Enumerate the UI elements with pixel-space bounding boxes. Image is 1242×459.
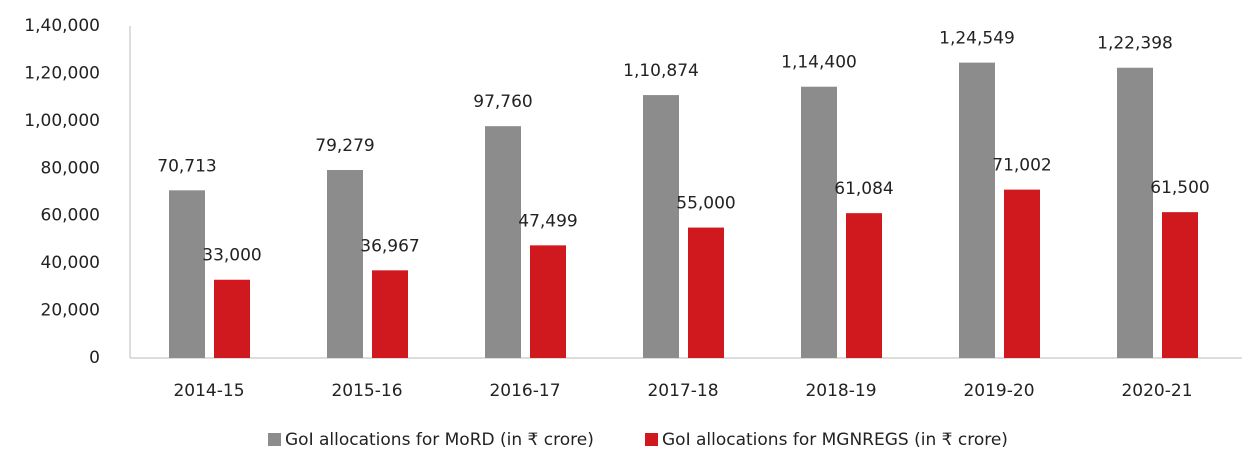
bar: [1162, 212, 1198, 358]
data-label: 47,499: [518, 211, 577, 231]
x-tick-label: 2014-15: [173, 381, 244, 401]
data-label: 1,24,549: [939, 29, 1015, 49]
bar: [1117, 67, 1153, 358]
bar: [846, 213, 882, 358]
x-tick-label: 2016-17: [489, 381, 560, 401]
legend-swatch: [645, 433, 658, 446]
data-label: 1,14,400: [781, 53, 857, 73]
x-tick-label: 2017-18: [647, 381, 718, 401]
data-label: 1,10,874: [623, 61, 699, 81]
data-label: 36,967: [360, 236, 419, 256]
y-tick-label: 20,000: [41, 301, 100, 321]
y-tick-label: 80,000: [41, 158, 100, 178]
data-label: 61,084: [834, 179, 893, 199]
y-tick-label: 60,000: [41, 206, 100, 226]
bar: [959, 62, 995, 359]
x-tick-label: 2020-21: [1121, 381, 1192, 401]
y-tick-label: 0: [89, 348, 100, 368]
x-tick-label: 2018-19: [805, 381, 876, 401]
y-tick-label: 40,000: [41, 253, 100, 273]
x-tick-label: 2019-20: [963, 381, 1034, 401]
bar: [530, 245, 566, 358]
legend-label: GoI allocations for MoRD (in ₹ crore): [285, 430, 594, 450]
data-label: 79,279: [315, 136, 374, 156]
legend-label: GoI allocations for MGNREGS (in ₹ crore): [662, 430, 1008, 450]
bar: [801, 86, 837, 359]
data-label: 70,713: [157, 156, 216, 176]
data-label: 97,760: [473, 92, 532, 112]
bar: [214, 279, 250, 358]
bar: [643, 95, 679, 359]
x-tick-label: 2015-16: [331, 381, 402, 401]
bar: [1004, 189, 1040, 358]
bar: [485, 126, 521, 358]
data-label: 33,000: [202, 246, 261, 266]
bar: [327, 169, 363, 358]
data-label: 71,002: [992, 156, 1051, 176]
y-tick-label: 1,40,000: [24, 16, 100, 36]
y-tick-label: 1,20,000: [24, 63, 100, 83]
data-label: 1,22,398: [1097, 34, 1173, 54]
y-tick-label: 1,00,000: [24, 111, 100, 131]
data-label: 55,000: [676, 194, 735, 214]
legend-swatch: [268, 433, 281, 446]
bar: [372, 270, 408, 358]
bar: [169, 190, 205, 358]
bar: [688, 227, 724, 358]
data-label: 61,500: [1150, 178, 1209, 198]
